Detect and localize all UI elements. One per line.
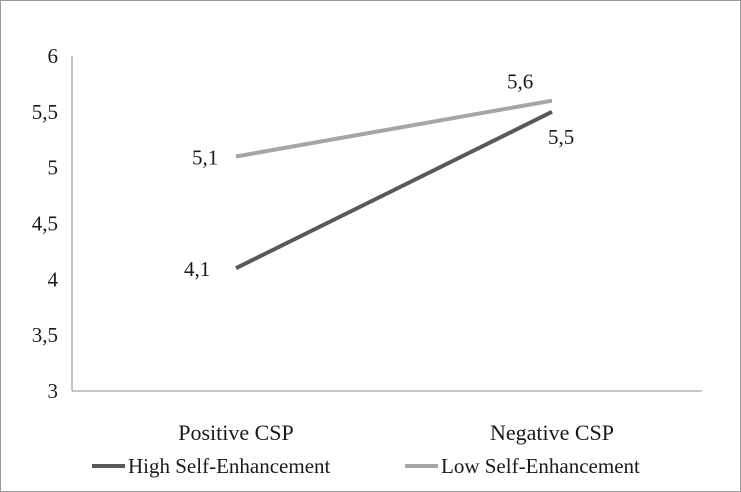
data-labels: 4,1 5,5 5,1 5,6 xyxy=(184,70,574,281)
series-lines xyxy=(235,98,553,270)
x-axis-ticks: Positive CSP Negative CSP xyxy=(178,420,614,445)
x-tick-label: Negative CSP xyxy=(490,420,614,445)
y-axis-ticks: 3 3,5 4 4,5 5 5,5 6 xyxy=(32,44,59,403)
y-tick-label: 3 xyxy=(48,379,59,403)
legend-label: Low Self-Enhancement xyxy=(441,454,640,478)
x-tick-label: Positive CSP xyxy=(178,420,294,445)
y-tick-label: 4 xyxy=(48,267,59,291)
series-line-high-self-enhancement xyxy=(235,110,553,270)
data-label: 5,5 xyxy=(548,125,574,149)
legend: High Self-Enhancement Low Self-Enhancemen… xyxy=(92,454,640,478)
data-label: 5,6 xyxy=(507,70,533,94)
y-tick-label: 6 xyxy=(48,44,59,68)
legend-label: High Self-Enhancement xyxy=(128,454,331,478)
series-line-low-self-enhancement xyxy=(235,98,553,159)
y-tick-label: 5,5 xyxy=(32,100,58,124)
y-tick-label: 4,5 xyxy=(32,212,58,236)
data-label: 5,1 xyxy=(192,146,218,170)
data-label: 4,1 xyxy=(184,257,210,281)
y-tick-label: 5 xyxy=(48,156,59,180)
y-tick-label: 3,5 xyxy=(32,323,58,347)
